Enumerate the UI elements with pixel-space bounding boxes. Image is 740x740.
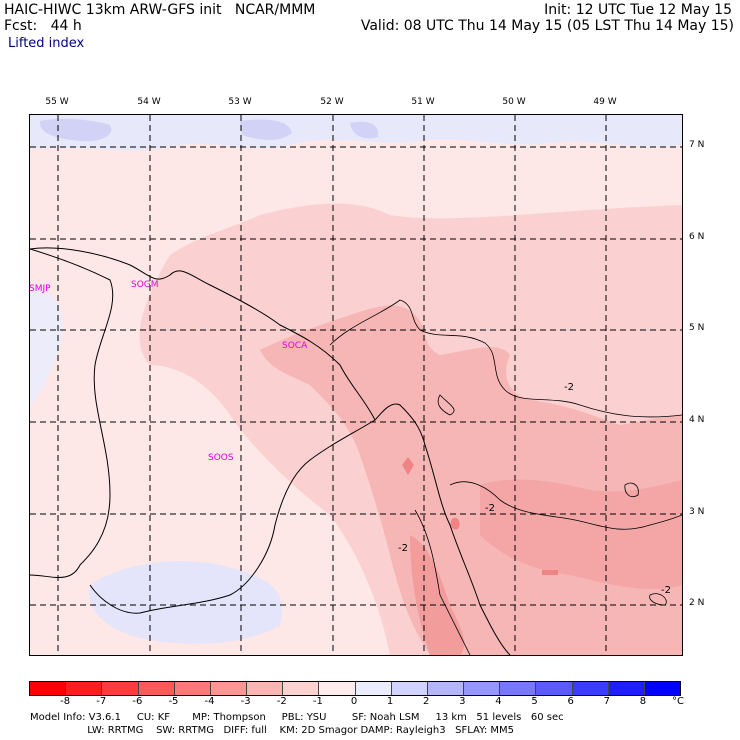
- lon-label-51w: 51 W: [411, 97, 435, 107]
- colorbar-swatch: [138, 682, 175, 695]
- colorbar-tick-label: -2: [276, 696, 287, 707]
- model-title: HAIC-HIWC 13km ARW-GFS init NCAR/MMM: [4, 2, 316, 18]
- colorbar-swatch: [283, 682, 320, 695]
- colorbar-tick-label: 7: [603, 696, 610, 707]
- model-info-line1: Model Info: V3.6.1 CU: KF MP: Thompson P…: [30, 712, 564, 723]
- red-spot-1: [402, 457, 414, 475]
- colorbar-tick-label: 5: [531, 696, 538, 707]
- lon-label-54w: 54 W: [137, 97, 161, 107]
- colorbar-tick-label: -6: [132, 696, 143, 707]
- colorbar-swatch: [572, 682, 609, 695]
- init-time: Init: 12 UTC Tue 12 May 15: [544, 2, 732, 18]
- colorbar-swatch: [608, 682, 645, 695]
- colorbar-tick-label: 4: [495, 696, 502, 707]
- station-label-soca: SOCA: [282, 341, 308, 351]
- colorbar-tick-label: -5: [168, 696, 179, 707]
- red-spot-3: [542, 570, 558, 575]
- lat-label-5n: 5 N: [689, 323, 705, 333]
- lifted-index-map: [29, 114, 683, 656]
- colorbar-swatch: [247, 682, 284, 695]
- colorbar-tick-label: -4: [204, 696, 215, 707]
- lon-label-55w: 55 W: [45, 97, 69, 107]
- colorbar-tick-label: 1: [386, 696, 394, 707]
- colorbar-swatch: [30, 682, 67, 695]
- blue-region-west: [30, 285, 63, 405]
- colorbar-tick-label: 6: [567, 696, 574, 707]
- colorbar-tick-label: 3: [459, 696, 466, 707]
- colorbar-swatch: [427, 682, 465, 695]
- red-spot-2: [450, 517, 460, 530]
- colorbar-swatch: [102, 682, 139, 695]
- lat-label-2n: 2 N: [689, 598, 705, 608]
- colorbar-tick-label: 8: [639, 696, 647, 707]
- colorbar-swatch: [644, 682, 681, 695]
- blue-region-south: [89, 561, 282, 644]
- field-name: Lifted index: [8, 36, 85, 51]
- lat-label-7n: 7 N: [689, 140, 705, 150]
- colorbar-tick-label: -8: [60, 696, 71, 707]
- blue-patch-north-2: [240, 119, 292, 140]
- colorbar-swatch: [464, 682, 501, 695]
- coastline-borders: [30, 247, 511, 655]
- colorbar-swatch: [536, 682, 573, 695]
- station-label-soos: SOOS: [208, 453, 234, 463]
- colorbar-tick-label: 0: [350, 696, 358, 707]
- contour-label: -2: [398, 543, 408, 554]
- lat-label-6n: 6 N: [689, 232, 705, 242]
- deep-pink-patch-east: [480, 479, 682, 590]
- contour-label: -2: [485, 503, 495, 514]
- lon-label-49w: 49 W: [593, 97, 617, 107]
- station-label-sogm: SOGM: [131, 280, 159, 290]
- colorbar-swatch: [500, 682, 537, 695]
- colorbar-swatch: [391, 682, 428, 695]
- lat-lon-grid: [30, 115, 682, 655]
- colorbar-unit: °C: [672, 696, 684, 707]
- colorbar-tick-label: -3: [240, 696, 251, 707]
- colorbar-swatch: [66, 682, 103, 695]
- colorbar-tick-label: -7: [96, 696, 107, 707]
- colorbar-swatch: [355, 682, 392, 695]
- model-info-line2: LW: RRTMG SW: RRTMG DIFF: full KM: 2D Sm…: [30, 725, 515, 736]
- lon-label-53w: 53 W: [228, 97, 252, 107]
- contour-label: -2: [564, 382, 574, 393]
- colorbar-swatch: [210, 682, 248, 695]
- colorbar: [29, 681, 681, 696]
- blue-patch-north-3: [350, 121, 379, 139]
- contour-lines: [329, 299, 682, 655]
- colorbar-tick-label: 2: [423, 696, 430, 707]
- colorbar-tick-label: -1: [312, 696, 323, 707]
- lon-label-52w: 52 W: [320, 97, 344, 107]
- lon-label-50w: 50 W: [502, 97, 526, 107]
- forecast-hour: Fcst: 44 h: [4, 18, 82, 34]
- contour-label: -2: [661, 585, 671, 596]
- valid-time: Valid: 08 UTC Thu 14 May 15 (05 LST Thu …: [360, 18, 734, 34]
- lat-label-3n: 3 N: [689, 507, 705, 517]
- colorbar-swatch: [174, 682, 211, 695]
- colorbar-swatch: [319, 682, 356, 695]
- station-label-smjp: SMJP: [29, 284, 51, 294]
- lat-label-4n: 4 N: [689, 415, 705, 425]
